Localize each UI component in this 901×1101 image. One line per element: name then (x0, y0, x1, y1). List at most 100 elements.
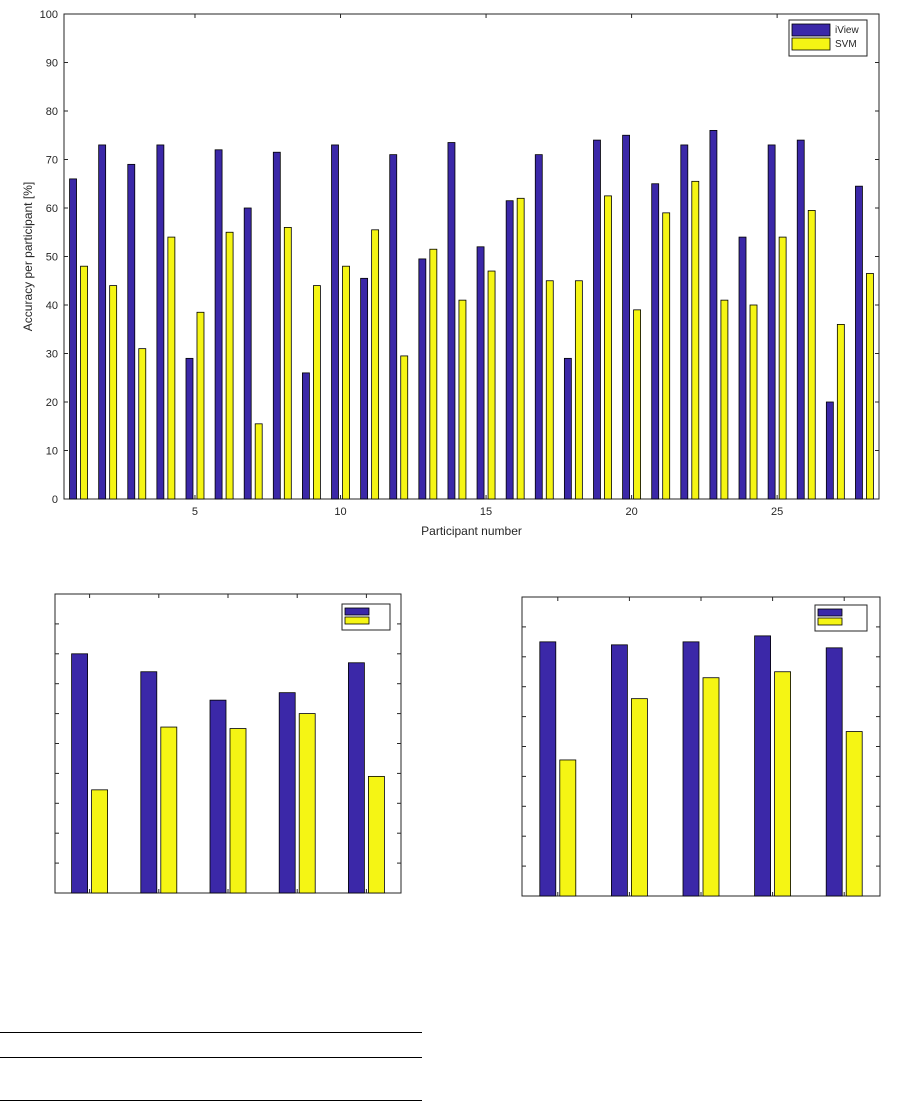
ytick-label: 60 (46, 203, 58, 215)
bar-iview-22 (680, 144, 689, 500)
bar-iview-28 (855, 185, 863, 500)
right-axes-box (521, 596, 881, 897)
bar-svm-4 (298, 713, 316, 894)
bar-svm-2 (631, 698, 648, 897)
bar-svm-3 (138, 348, 147, 500)
bar-svm-24 (749, 304, 758, 500)
x-axis-label: Participant number (421, 524, 522, 538)
bar-svm-27 (836, 323, 845, 500)
bar-svm-1 (80, 265, 88, 500)
bar-svm-5 (367, 775, 385, 894)
bar-iview-4 (278, 692, 296, 894)
bar-iview-12 (389, 154, 398, 500)
bar-svm-22 (691, 180, 700, 500)
bar-svm-25 (778, 236, 787, 500)
bar-iview-19 (593, 139, 601, 500)
bar-svm-21 (662, 212, 671, 500)
bar-svm-1 (559, 759, 577, 897)
bar-svm-3 (702, 677, 720, 897)
xtick-label: 15 (480, 506, 492, 518)
bar-svm-8 (283, 226, 292, 500)
bar-iview-15 (476, 246, 485, 500)
bar-iview-4 (754, 635, 771, 897)
bar-svm-12 (400, 355, 409, 500)
bar-svm-11 (371, 229, 380, 500)
ytick-label: 10 (46, 446, 58, 458)
xtick-label: 25 (771, 506, 783, 518)
bar-svm-13 (429, 248, 438, 500)
bar-iview-4 (156, 144, 165, 500)
bar-svm-6 (225, 231, 234, 500)
ytick-label: 70 (46, 155, 58, 167)
legend-swatch-0 (791, 23, 831, 37)
bar-iview-7 (243, 207, 252, 500)
bar-svm-4 (167, 236, 176, 500)
bar-iview-2 (611, 644, 628, 897)
bar-iview-14 (447, 142, 456, 500)
bar-svm-4 (774, 671, 791, 897)
ytick-label: 100 (40, 9, 58, 21)
bar-iview-23 (709, 129, 718, 500)
ytick-label: 30 (46, 349, 58, 361)
bar-svm-14 (458, 299, 467, 500)
table-header-rule (0, 1057, 422, 1058)
legend-swatch-0 (817, 608, 843, 617)
bar-svm-17 (545, 280, 554, 500)
ytick-label: 20 (46, 397, 58, 409)
ytick-label: 40 (46, 300, 58, 312)
bar-iview-5 (825, 647, 843, 897)
xtick-label: 20 (625, 506, 637, 518)
bar-svm-23 (720, 299, 729, 500)
legend-swatch-1 (344, 616, 370, 625)
bar-iview-10 (331, 144, 339, 500)
bar-svm-9 (313, 285, 321, 500)
bar-svm-2 (109, 285, 118, 500)
bar-iview-17 (534, 154, 543, 500)
bar-svm-3 (229, 728, 247, 894)
ytick-label: 0 (52, 494, 58, 506)
ytick-label: 90 (46, 58, 58, 70)
legend-label: SVM (835, 39, 857, 50)
legend-label: iView (835, 25, 859, 36)
bar-svm-28 (866, 273, 874, 500)
bar-svm-19 (604, 195, 612, 500)
bar-iview-21 (651, 183, 660, 500)
bar-svm-18 (574, 280, 583, 500)
bar-iview-5 (185, 357, 194, 500)
legend-swatch-0 (344, 607, 370, 616)
bar-iview-1 (69, 178, 77, 500)
bar-iview-13 (418, 258, 427, 500)
bar-svm-15 (487, 270, 496, 500)
ytick-label: 50 (46, 252, 58, 264)
bar-iview-24 (738, 236, 747, 500)
bar-iview-20 (622, 134, 630, 500)
bar-iview-11 (360, 277, 369, 500)
legend-swatch-1 (791, 37, 831, 51)
xtick-label: 10 (334, 506, 346, 518)
y-axis-label: Accuracy per participant [%] (21, 182, 35, 331)
bar-svm-5 (845, 731, 863, 897)
ytick-label: 80 (46, 106, 58, 118)
bar-iview-5 (347, 662, 365, 894)
bar-iview-16 (505, 200, 514, 500)
bar-iview-3 (127, 163, 136, 500)
bar-iview-26 (796, 139, 805, 500)
bar-svm-20 (633, 309, 641, 500)
bar-svm-16 (516, 197, 525, 500)
xtick-label: 5 (192, 506, 198, 518)
bar-iview-3 (209, 699, 227, 894)
bar-svm-10 (342, 265, 350, 500)
bar-iview-3 (682, 641, 700, 897)
bar-iview-9 (302, 372, 310, 500)
table-top-rule (0, 1032, 422, 1033)
bar-iview-2 (98, 144, 107, 500)
legend-swatch-1 (817, 617, 843, 626)
bar-iview-27 (825, 401, 834, 500)
bar-iview-6 (214, 149, 223, 500)
bar-iview-18 (563, 357, 572, 500)
bar-svm-1 (91, 789, 108, 894)
bar-iview-8 (272, 151, 281, 500)
bar-iview-1 (71, 653, 88, 894)
bar-iview-25 (767, 144, 776, 500)
